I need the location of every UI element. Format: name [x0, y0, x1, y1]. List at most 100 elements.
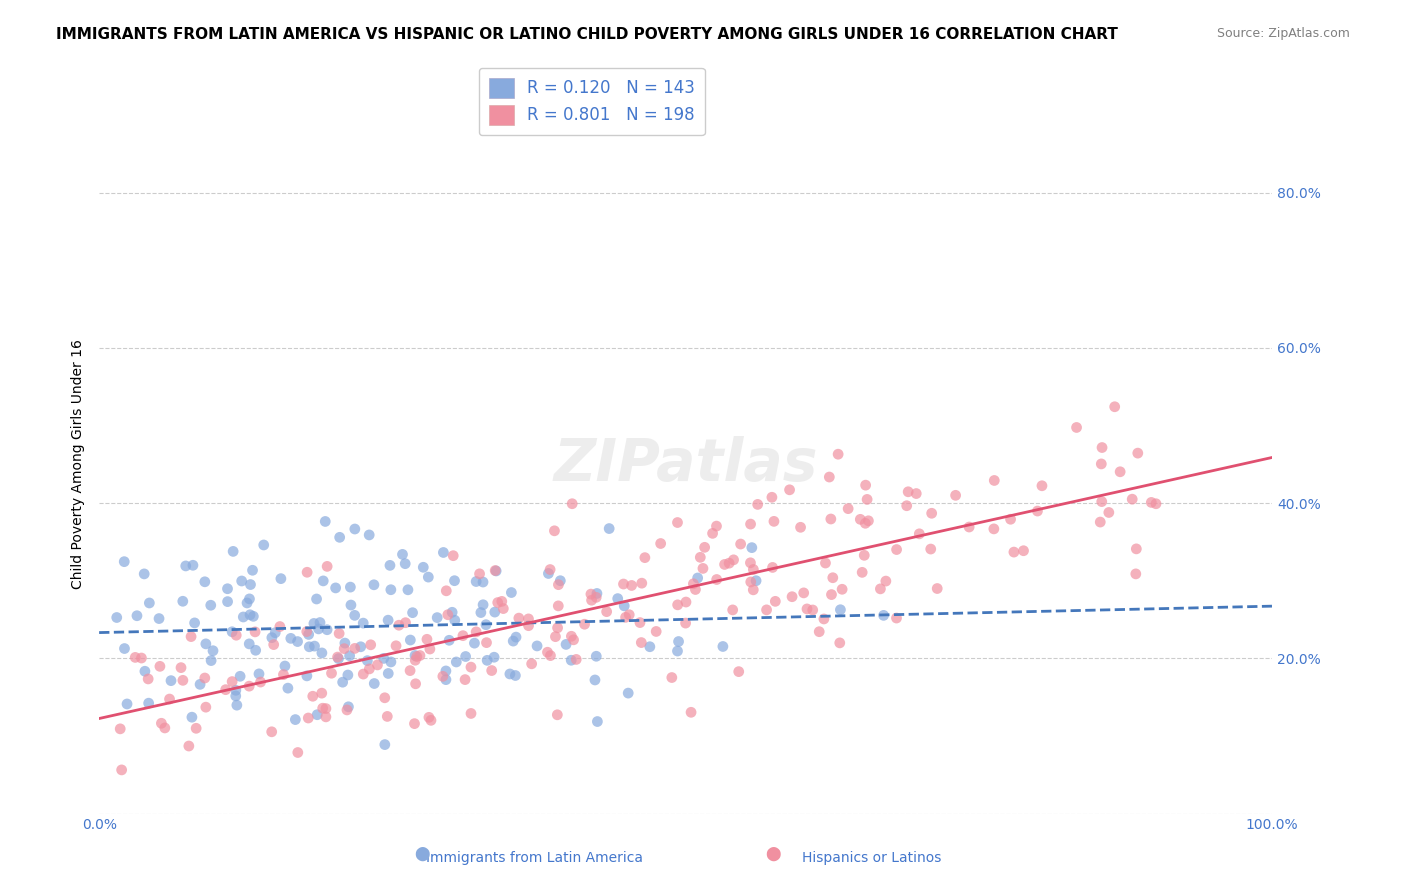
Point	[606, 591, 628, 606]
Point	[853, 516, 876, 531]
Point	[446, 655, 468, 669]
Point	[249, 675, 271, 690]
Legend: R = 0.120   N = 143, R = 0.801   N = 198: R = 0.120 N = 143, R = 0.801 N = 198	[478, 68, 704, 135]
Point	[134, 665, 156, 679]
Point	[661, 671, 683, 685]
Point	[270, 572, 292, 586]
Point	[297, 711, 319, 725]
Point	[583, 673, 606, 687]
Point	[172, 673, 194, 688]
Point	[693, 541, 716, 555]
Point	[343, 608, 366, 623]
Point	[1090, 457, 1112, 471]
Point	[150, 716, 173, 731]
Point	[336, 703, 359, 717]
Point	[114, 641, 136, 656]
Point	[441, 549, 464, 563]
Point	[377, 666, 399, 681]
Point	[221, 624, 243, 639]
Point	[555, 637, 578, 651]
Point	[472, 575, 495, 590]
Point	[153, 721, 176, 735]
Point	[420, 714, 443, 728]
Point	[808, 624, 831, 639]
Point	[645, 624, 668, 639]
Point	[380, 655, 402, 669]
Point	[405, 677, 427, 691]
Point	[814, 556, 837, 570]
Point	[188, 677, 211, 691]
Point	[298, 640, 321, 654]
Point	[856, 492, 879, 507]
Point	[434, 664, 457, 678]
Point	[689, 550, 711, 565]
Point	[1026, 504, 1049, 518]
Point	[352, 616, 374, 631]
Point	[821, 571, 844, 585]
Point	[339, 648, 361, 663]
Point	[183, 615, 205, 630]
Point	[763, 594, 786, 608]
Point	[170, 660, 193, 674]
Point	[225, 698, 247, 713]
Point	[686, 571, 709, 585]
Point	[194, 671, 217, 685]
Point	[740, 517, 762, 532]
Point	[945, 488, 967, 502]
Point	[412, 560, 434, 574]
Point	[222, 544, 245, 558]
Point	[682, 576, 704, 591]
Point	[634, 550, 657, 565]
Point	[363, 578, 385, 592]
Point	[538, 563, 561, 577]
Point	[336, 668, 359, 682]
Point	[886, 542, 908, 557]
Point	[517, 618, 540, 632]
Point	[470, 606, 492, 620]
Point	[311, 646, 333, 660]
Point	[314, 515, 336, 529]
Point	[352, 667, 374, 681]
Point	[886, 611, 908, 625]
Point	[437, 607, 460, 622]
Point	[134, 566, 156, 581]
Point	[486, 596, 509, 610]
Point	[277, 681, 299, 695]
Point	[668, 634, 690, 648]
Point	[239, 577, 262, 591]
Point	[242, 609, 264, 624]
Point	[326, 650, 349, 665]
Point	[614, 610, 637, 624]
Point	[399, 633, 422, 648]
Text: Source: ZipAtlas.com: Source: ZipAtlas.com	[1216, 27, 1350, 40]
Point	[828, 636, 851, 650]
Point	[796, 602, 818, 616]
Point	[394, 557, 416, 571]
Point	[437, 633, 460, 648]
Point	[1125, 566, 1147, 581]
Point	[404, 648, 426, 663]
Point	[484, 564, 506, 578]
Point	[441, 605, 464, 619]
Point	[740, 556, 762, 570]
Point	[920, 542, 942, 557]
Point	[585, 591, 607, 605]
Point	[983, 522, 1005, 536]
Point	[666, 516, 689, 530]
Point	[706, 519, 728, 533]
Point	[238, 679, 260, 693]
Point	[896, 499, 918, 513]
Point	[908, 526, 931, 541]
Point	[396, 582, 419, 597]
Point	[263, 638, 285, 652]
Point	[194, 637, 217, 651]
Point	[897, 484, 920, 499]
Point	[550, 574, 572, 588]
Point	[131, 651, 153, 665]
Point	[238, 637, 260, 651]
Point	[1109, 465, 1132, 479]
Point	[713, 558, 735, 572]
Point	[343, 522, 366, 536]
Point	[159, 692, 181, 706]
Point	[537, 566, 560, 581]
